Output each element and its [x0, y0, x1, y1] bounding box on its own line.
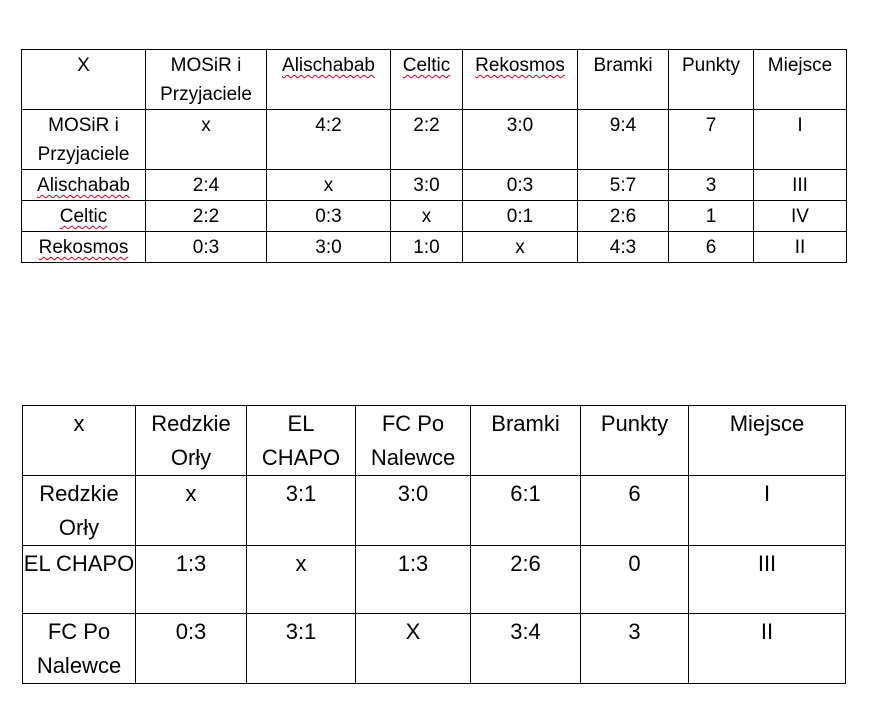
place-cell: II: [753, 231, 847, 263]
team-name-text: Rekosmos: [38, 237, 129, 258]
team-name-cell: Celtic: [21, 200, 146, 232]
goals-cell: 2:6: [577, 200, 669, 232]
team-name-cell: MOSiR i Przyjaciele: [21, 109, 146, 170]
team-name-cell: Redzkie Orły: [22, 475, 136, 546]
table-row: EL CHAPO 1:3 x 1:3 2:6 0 III: [22, 545, 846, 614]
table-header-row: X MOSiR i Przyjaciele Alischabab Celtic …: [21, 49, 847, 110]
points-cell: 6: [668, 231, 754, 263]
header-cell: EL CHAPO: [246, 405, 356, 476]
standings-table-1: X MOSiR i Przyjaciele Alischabab Celtic …: [21, 49, 847, 263]
result-cell: 0:3: [462, 169, 578, 201]
result-cell: 0:3: [135, 613, 247, 684]
goals-cell: 3:4: [470, 613, 581, 684]
result-cell: 0:3: [266, 200, 391, 232]
points-cell: 7: [668, 109, 754, 170]
points-cell: 3: [580, 613, 689, 684]
goals-cell: 2:6: [470, 545, 581, 614]
result-cell: 3:0: [390, 169, 463, 201]
result-cell: 2:2: [145, 200, 267, 232]
header-cell: Bramki: [470, 405, 581, 476]
result-cell: x: [462, 231, 578, 263]
table-row: Alischabab 2:4 x 3:0 0:3 5:7 3 III: [21, 169, 847, 201]
points-cell: 1: [668, 200, 754, 232]
header-cell-text: Alischabab: [282, 55, 375, 76]
table-row: Celtic 2:2 0:3 x 0:1 2:6 1 IV: [21, 200, 847, 232]
team-name-cell: FC Po Nalewce: [22, 613, 136, 684]
team-name-cell: EL CHAPO: [22, 545, 136, 614]
result-cell: 3:1: [246, 475, 356, 546]
points-cell: 0: [580, 545, 689, 614]
result-cell: 4:2: [266, 109, 391, 170]
place-cell: II: [688, 613, 846, 684]
header-cell: Alischabab: [266, 49, 391, 110]
header-cell: MOSiR i Przyjaciele: [145, 49, 267, 110]
header-cell-text: Rekosmos: [475, 55, 565, 76]
result-cell: x: [145, 109, 267, 170]
points-cell: 3: [668, 169, 754, 201]
header-cell: Bramki: [577, 49, 669, 110]
table-header-row: x Redzkie Orły EL CHAPO FC Po Nalewce Br…: [22, 405, 846, 476]
result-cell: 3:0: [266, 231, 391, 263]
result-cell: x: [266, 169, 391, 201]
result-cell: 1:0: [390, 231, 463, 263]
place-cell: III: [753, 169, 847, 201]
place-cell: IV: [753, 200, 847, 232]
points-cell: 6: [580, 475, 689, 546]
result-cell: 1:3: [135, 545, 247, 614]
standings-table-2: x Redzkie Orły EL CHAPO FC Po Nalewce Br…: [22, 405, 846, 684]
table-row: MOSiR i Przyjaciele x 4:2 2:2 3:0 9:4 7 …: [21, 109, 847, 170]
result-cell: x: [135, 475, 247, 546]
table-row: Redzkie Orły x 3:1 3:0 6:1 6 I: [22, 475, 846, 546]
result-cell: X: [355, 613, 471, 684]
table-row: Rekosmos 0:3 3:0 1:0 x 4:3 6 II: [21, 231, 847, 263]
result-cell: 2:4: [145, 169, 267, 201]
header-cell: Celtic: [390, 49, 463, 110]
goals-cell: 4:3: [577, 231, 669, 263]
header-cell-text: Celtic: [402, 55, 451, 76]
goals-cell: 9:4: [577, 109, 669, 170]
result-cell: 2:2: [390, 109, 463, 170]
result-cell: 3:0: [462, 109, 578, 170]
result-cell: 0:3: [145, 231, 267, 263]
header-cell: Punkty: [668, 49, 754, 110]
team-name-cell: Rekosmos: [21, 231, 146, 263]
header-cell: Punkty: [580, 405, 689, 476]
header-cell: Miejsce: [688, 405, 846, 476]
place-cell: III: [688, 545, 846, 614]
header-cell: Rekosmos: [462, 49, 578, 110]
header-cell: FC Po Nalewce: [355, 405, 471, 476]
result-cell: 3:0: [355, 475, 471, 546]
goals-cell: 5:7: [577, 169, 669, 201]
header-cell: x: [22, 405, 136, 476]
team-name-text: Celtic: [59, 206, 108, 227]
result-cell: 3:1: [246, 613, 356, 684]
result-cell: x: [390, 200, 463, 232]
result-cell: 1:3: [355, 545, 471, 614]
header-cell: Miejsce: [753, 49, 847, 110]
result-cell: 0:1: [462, 200, 578, 232]
goals-cell: 6:1: [470, 475, 581, 546]
team-name-text: Alischabab: [37, 175, 130, 196]
team-name-cell: Alischabab: [21, 169, 146, 201]
header-cell: X: [21, 49, 146, 110]
place-cell: I: [753, 109, 847, 170]
table-row: FC Po Nalewce 0:3 3:1 X 3:4 3 II: [22, 613, 846, 684]
result-cell: x: [246, 545, 356, 614]
place-cell: I: [688, 475, 846, 546]
header-cell: Redzkie Orły: [135, 405, 247, 476]
